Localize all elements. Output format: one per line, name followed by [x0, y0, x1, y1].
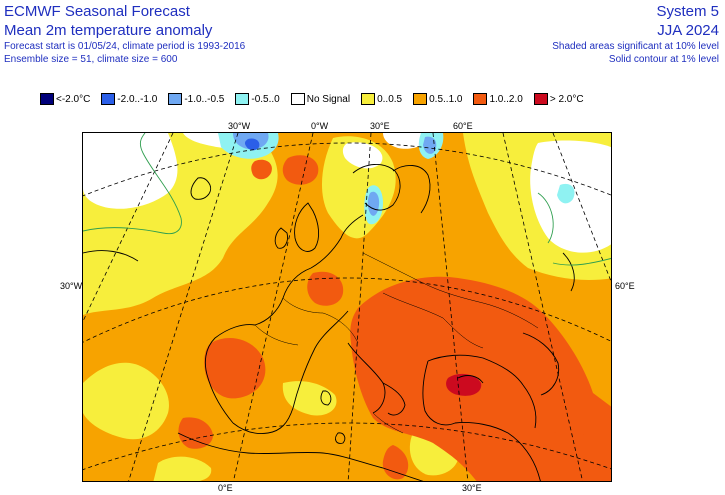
no-signal-area	[342, 142, 383, 169]
legend-label: 1.0..2.0	[489, 93, 523, 105]
anomaly-field-1.0-2.0	[382, 445, 409, 480]
coastlines	[83, 164, 575, 481]
color-legend: <-2.0°C -2.0..-1.0 -1.0..-0.5 -0.5..0 No…	[40, 93, 595, 105]
legend-item: <-2.0°C	[40, 93, 90, 105]
significance-contour	[83, 133, 611, 266]
legend-swatch	[235, 93, 250, 105]
variable-title: Mean 2m temperature anomaly	[4, 22, 213, 39]
legend-label: -0.5..0	[251, 93, 280, 105]
lon-label-right: 60°E	[615, 281, 635, 291]
legend-label: No Signal	[306, 93, 351, 105]
legend-swatch	[361, 93, 376, 105]
legend-swatch	[473, 93, 488, 105]
header-right: System 5 JJA 2024 Shaded areas significa…	[552, 2, 719, 66]
anomaly-field-minus-0.5-0	[557, 183, 575, 204]
product-title: ECMWF Seasonal Forecast	[4, 3, 190, 20]
anomaly-field-1.0-2.0	[251, 159, 272, 180]
significance-shaded-text: Shaded areas significant at 10% level	[552, 41, 719, 52]
legend-label: <-2.0°C	[56, 93, 91, 105]
lon-label-top: 60°E	[453, 121, 473, 131]
lon-label-top: 30°W	[228, 121, 251, 131]
legend-item: > 2.0°C	[533, 93, 584, 105]
significance-contour-text: Solid contour at 1% level	[608, 54, 719, 65]
lon-label-bottom: 30°E	[462, 483, 482, 493]
legend-swatch	[290, 93, 305, 105]
legend-item: -0.5..0	[235, 93, 280, 105]
legend-swatch	[413, 93, 428, 105]
legend-item: -1.0..-0.5	[168, 93, 224, 105]
anomaly-field-minus-2.0-minus-1.0	[244, 138, 260, 151]
legend-swatch	[533, 93, 548, 105]
anomaly-field-0-0.5	[282, 381, 337, 416]
legend-swatch	[168, 93, 183, 105]
legend-label: 0.5..1.0	[429, 93, 463, 105]
anomaly-field-1.0-2.0	[307, 271, 344, 306]
legend-label: > 2.0°C	[549, 93, 584, 105]
lon-label-bottom: 0°E	[218, 483, 233, 493]
anomaly-field-1.0-2.0	[282, 155, 319, 185]
lon-label-top: 0°W	[311, 121, 329, 131]
legend-swatch	[101, 93, 116, 105]
country-borders	[254, 252, 539, 434]
no-signal-area	[83, 133, 178, 209]
anomaly-field-1.0-2.0	[350, 276, 611, 481]
ensemble-size-text: Ensemble size = 51, climate size = 600	[4, 54, 178, 65]
legend-item: 0.5..1.0	[413, 93, 462, 105]
legend-item: No Signal	[290, 93, 351, 105]
season-label: JJA 2024	[657, 22, 719, 39]
anomaly-field-1.0-2.0	[178, 417, 213, 449]
anomaly-field-minus-1.0-minus-0.5	[423, 136, 437, 154]
legend-label: -1.0..-0.5	[184, 93, 225, 105]
legend-label: 0..0.5	[377, 93, 403, 105]
legend-item: -2.0..-1.0	[101, 93, 157, 105]
lon-label-top: 30°E	[370, 121, 390, 131]
lon-label-left: 30°W	[60, 281, 83, 291]
anomaly-field-1.0-2.0	[204, 338, 266, 399]
anomaly-map	[82, 132, 612, 482]
anomaly-field-1.0-2.0	[548, 431, 598, 475]
anomaly-field-0-0.5	[153, 456, 212, 481]
forecast-start-text: Forecast start is 01/05/24, climate peri…	[4, 41, 246, 52]
legend-swatch	[40, 93, 54, 105]
legend-item: 0..0.5	[361, 93, 402, 105]
legend-label: -2.0..-1.0	[117, 93, 158, 105]
system-label: System 5	[656, 3, 719, 20]
map-canvas	[83, 133, 611, 481]
header-left: ECMWF Seasonal Forecast Mean 2m temperat…	[4, 2, 245, 66]
anomaly-field-above-2.0	[446, 373, 482, 396]
legend-item: 1.0..2.0	[473, 93, 523, 105]
